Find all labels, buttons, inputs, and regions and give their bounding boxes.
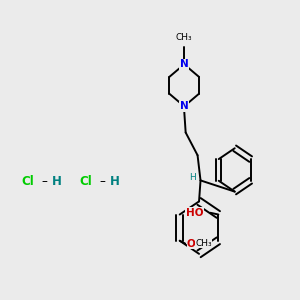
Text: HO: HO (186, 208, 203, 218)
Text: CH₃: CH₃ (176, 33, 193, 42)
Text: H: H (51, 175, 61, 188)
Text: N: N (180, 59, 189, 69)
Text: CH₃: CH₃ (196, 239, 212, 248)
Text: Cl: Cl (22, 175, 34, 188)
Text: N: N (180, 101, 189, 111)
Text: O: O (187, 238, 196, 248)
Text: H: H (189, 173, 196, 182)
Text: –: – (100, 175, 105, 188)
Text: H: H (110, 175, 119, 188)
Text: Cl: Cl (80, 175, 92, 188)
Text: –: – (41, 175, 47, 188)
